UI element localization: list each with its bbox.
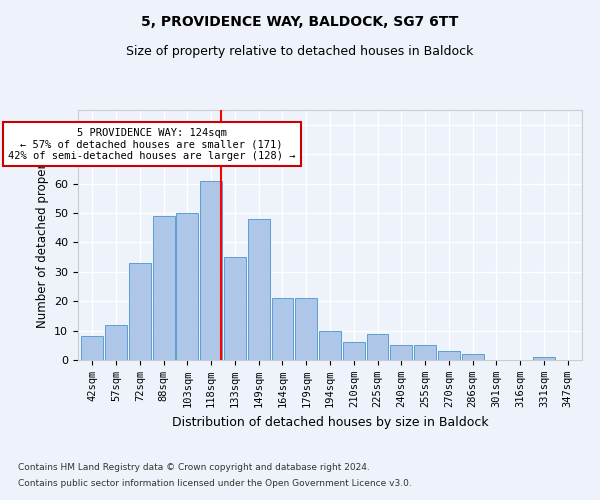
Bar	[200, 180, 222, 360]
Bar	[343, 342, 365, 360]
Bar	[176, 213, 198, 360]
Bar	[462, 354, 484, 360]
Bar	[272, 298, 293, 360]
Bar	[82, 336, 103, 360]
Bar	[367, 334, 388, 360]
Text: 5, PROVIDENCE WAY, BALDOCK, SG7 6TT: 5, PROVIDENCE WAY, BALDOCK, SG7 6TT	[142, 15, 458, 29]
Bar	[248, 219, 269, 360]
Bar	[319, 330, 341, 360]
Bar	[129, 263, 151, 360]
Bar	[414, 346, 436, 360]
Bar	[224, 257, 246, 360]
Text: Contains HM Land Registry data © Crown copyright and database right 2024.: Contains HM Land Registry data © Crown c…	[18, 464, 370, 472]
Text: 5 PROVIDENCE WAY: 124sqm
← 57% of detached houses are smaller (171)
42% of semi-: 5 PROVIDENCE WAY: 124sqm ← 57% of detach…	[8, 128, 295, 161]
Bar	[152, 216, 175, 360]
Bar	[295, 298, 317, 360]
Bar	[105, 324, 127, 360]
Bar	[438, 351, 460, 360]
Y-axis label: Number of detached properties: Number of detached properties	[35, 142, 49, 328]
Bar	[391, 346, 412, 360]
Bar	[533, 357, 555, 360]
X-axis label: Distribution of detached houses by size in Baldock: Distribution of detached houses by size …	[172, 416, 488, 428]
Text: Contains public sector information licensed under the Open Government Licence v3: Contains public sector information licen…	[18, 478, 412, 488]
Text: Size of property relative to detached houses in Baldock: Size of property relative to detached ho…	[127, 45, 473, 58]
